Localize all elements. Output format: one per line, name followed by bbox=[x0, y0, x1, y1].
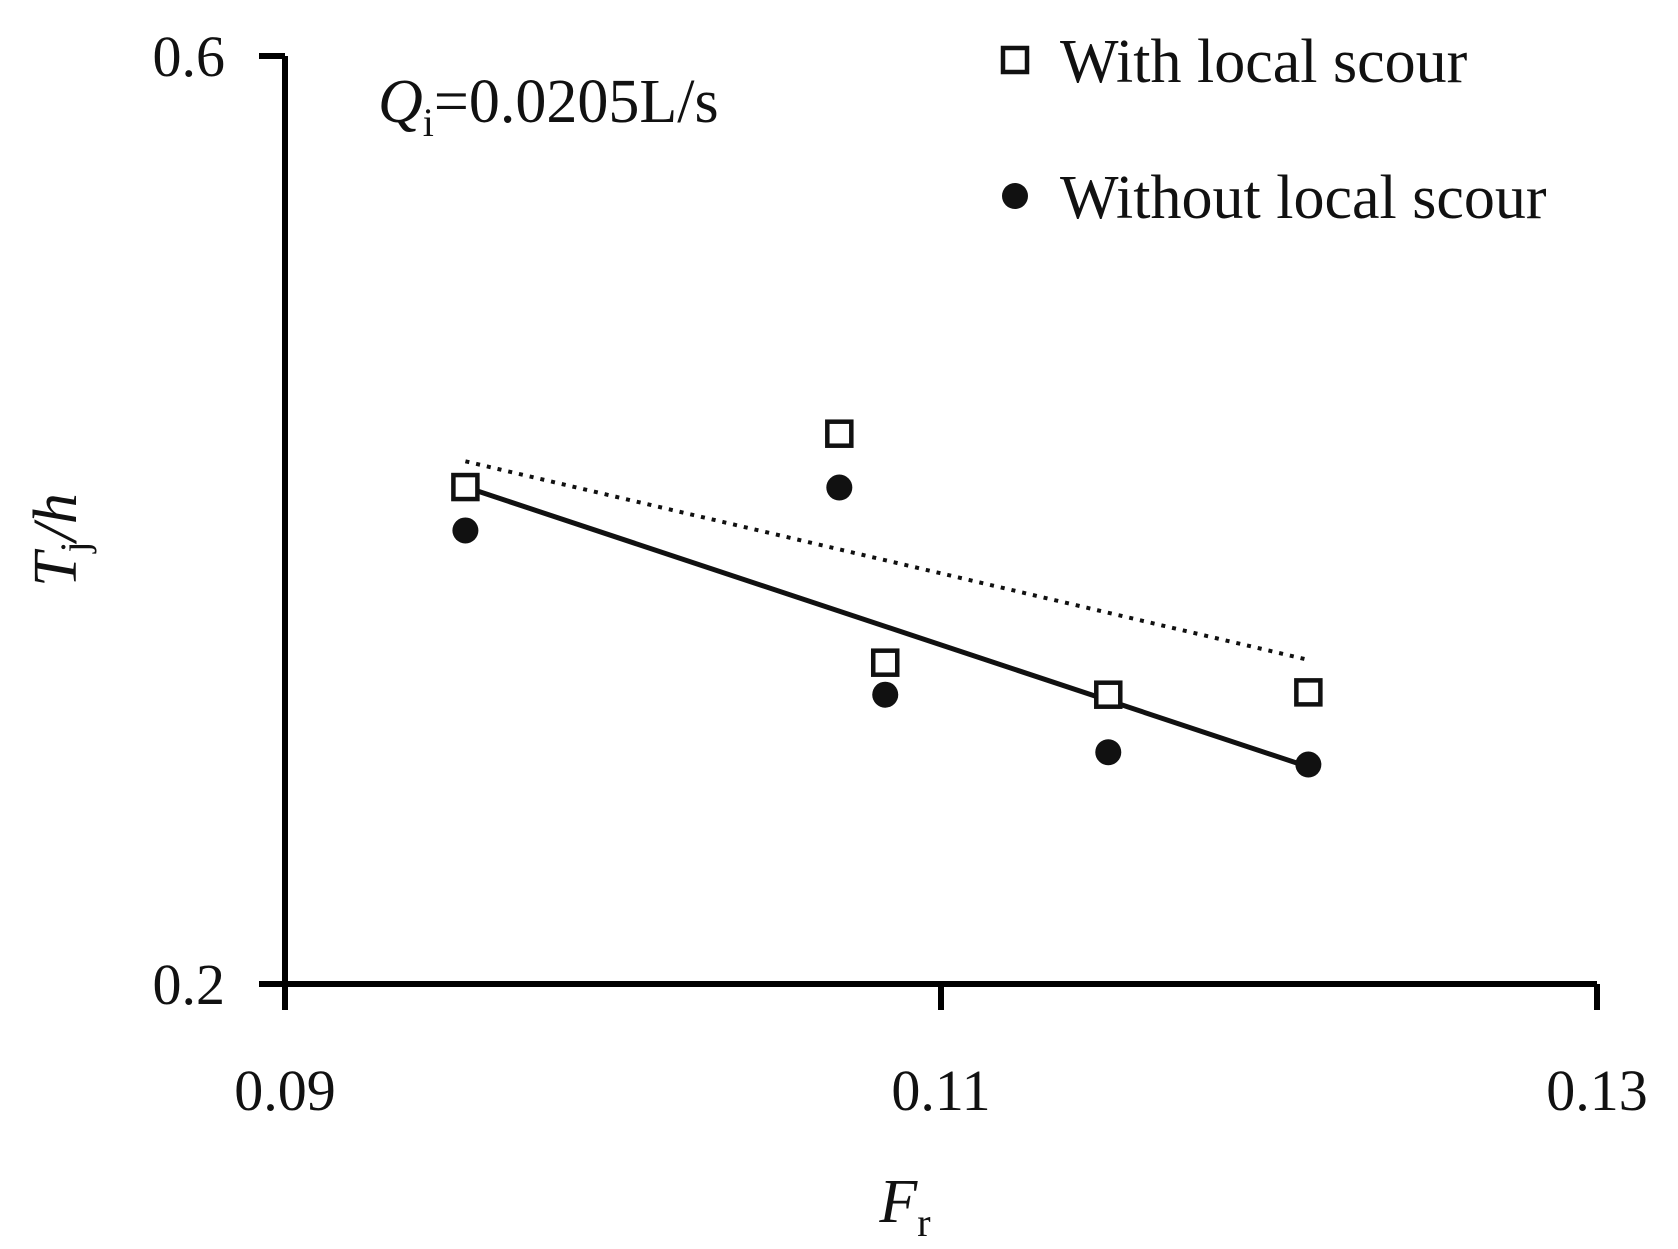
annotation-value: =0.0205L/s bbox=[434, 68, 719, 136]
legend-label: Without local scour bbox=[1060, 164, 1547, 232]
filled-circle-point bbox=[1295, 751, 1322, 778]
filled-circle-point bbox=[1095, 739, 1122, 766]
legend-marker-filled-circle bbox=[1002, 183, 1028, 209]
trendlines bbox=[464, 459, 1310, 770]
filled-circle-point bbox=[872, 681, 899, 708]
x-tick-label: 0.09 bbox=[234, 1058, 336, 1123]
open-square-point bbox=[1294, 678, 1323, 707]
legend-marker-open-square bbox=[1000, 45, 1030, 75]
flow-rate-annotation: Qi=0.0205L/s bbox=[378, 68, 719, 145]
data-markers bbox=[451, 419, 1323, 778]
x-axis-title-main: F bbox=[878, 1168, 918, 1236]
x-axis-title: Fr bbox=[878, 1168, 930, 1245]
x-tick-label: 0.13 bbox=[1546, 1058, 1648, 1123]
axes bbox=[259, 53, 1600, 1010]
legend: With local scour Without local scour bbox=[1000, 28, 1547, 232]
trendline-open-square bbox=[464, 459, 1309, 662]
y-axis-title-subscript: j bbox=[52, 541, 97, 554]
y-tick-label: 0.2 bbox=[153, 952, 226, 1017]
y-axis-title: Tj/h bbox=[22, 493, 97, 587]
legend-label: With local scour bbox=[1060, 28, 1468, 96]
y-tick-label: 0.6 bbox=[153, 24, 226, 89]
y-axis-title-rest: /h bbox=[22, 493, 90, 544]
annotation-subscript: i bbox=[423, 100, 434, 145]
annotation-variable: Q bbox=[378, 68, 423, 136]
y-axis-title-main: T bbox=[22, 548, 90, 587]
filled-circle-point bbox=[826, 474, 853, 501]
x-axis-title-subscript: r bbox=[917, 1200, 930, 1245]
open-square-point bbox=[451, 472, 480, 502]
tick-labels: 0.09 0.11 0.13 0.6 0.2 bbox=[153, 24, 1648, 1123]
x-tick-label: 0.11 bbox=[891, 1058, 990, 1123]
open-square-point bbox=[870, 648, 900, 677]
trendline-filled-circle bbox=[464, 484, 1310, 770]
open-square-point bbox=[825, 419, 854, 448]
open-square-point bbox=[1094, 680, 1123, 709]
filled-circle-point bbox=[452, 517, 479, 544]
